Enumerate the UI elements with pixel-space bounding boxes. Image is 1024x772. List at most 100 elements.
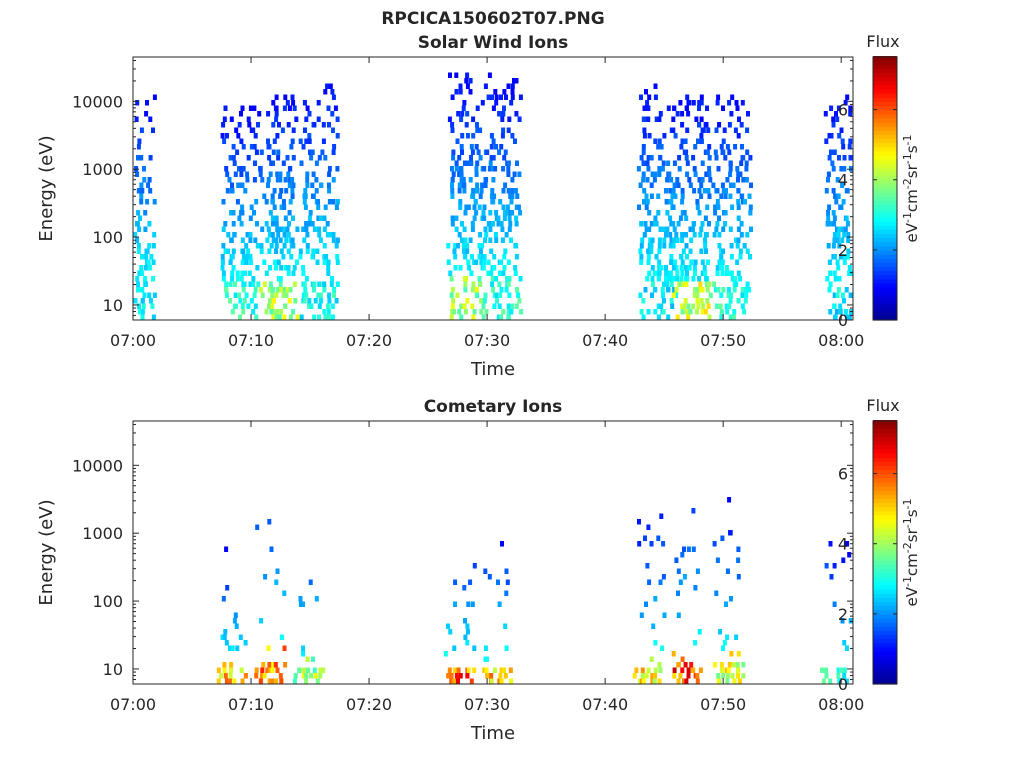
heatmap-cell — [689, 662, 694, 668]
heatmap-cell — [493, 232, 498, 238]
heatmap-cell — [255, 243, 260, 249]
heatmap-cell — [298, 138, 303, 144]
heatmap-cell — [680, 656, 685, 662]
heatmap-cell — [304, 673, 309, 679]
heatmap-cell — [317, 303, 322, 309]
heatmap-cell — [318, 237, 323, 243]
heatmap-cell — [669, 254, 674, 260]
heatmap-cell — [450, 193, 455, 199]
heatmap-cell — [266, 144, 271, 150]
heatmap-cell — [827, 287, 832, 293]
colorbar-segment — [873, 514, 897, 520]
heatmap-cell — [223, 248, 228, 254]
heatmap-cell — [518, 210, 523, 216]
heatmap-cell — [681, 248, 686, 254]
colorbar-segment — [873, 457, 897, 462]
heatmap-cell — [243, 188, 248, 194]
heatmap-cell — [326, 265, 331, 271]
heatmap-cell — [735, 243, 740, 249]
heatmap-cell — [835, 259, 840, 265]
heatmap-cell — [654, 254, 659, 260]
heatmap-cell — [707, 221, 711, 227]
heatmap-cell — [140, 309, 145, 315]
heatmap-cell — [671, 127, 676, 133]
heatmap-cell — [331, 127, 335, 133]
heatmap-cell — [497, 149, 502, 155]
heatmap-cell — [845, 314, 850, 320]
heatmap-cell — [747, 193, 752, 199]
heatmap-cell — [824, 563, 829, 569]
heatmap-cell — [843, 226, 848, 232]
heatmap-cell — [734, 100, 739, 106]
heatmap-cell — [642, 133, 647, 139]
heatmap-cell — [649, 193, 654, 199]
heatmap-cell — [848, 618, 853, 624]
heatmap-cell — [653, 94, 658, 100]
heatmap-cell — [229, 662, 234, 668]
heatmap-cell — [145, 100, 149, 106]
heatmap-cell — [489, 155, 494, 161]
heatmap-cell — [314, 188, 319, 194]
heatmap-cell — [291, 100, 296, 106]
heatmap-cell — [728, 171, 733, 177]
heatmap-cell — [727, 100, 732, 106]
heatmap-cell — [143, 210, 148, 216]
heatmap-cell — [302, 199, 307, 205]
heatmap-cell — [503, 182, 508, 188]
heatmap-cell — [736, 226, 741, 232]
y-tick-label: 100 — [92, 592, 123, 611]
heatmap-cell — [146, 259, 151, 265]
heatmap-cell — [826, 171, 831, 177]
heatmap-cell — [151, 276, 156, 282]
heatmap-cell — [708, 177, 713, 183]
heatmap-cell — [287, 177, 292, 183]
heatmap-cell — [509, 237, 513, 243]
heatmap-cell — [514, 221, 519, 227]
heatmap-cell — [262, 259, 267, 265]
heatmap-cell — [295, 314, 300, 320]
heatmap-cell — [649, 541, 654, 547]
heatmap-cell — [732, 678, 737, 684]
heatmap-cell — [824, 138, 829, 144]
heatmap-cell — [290, 138, 295, 144]
heatmap-cell — [139, 127, 144, 133]
heatmap-cell — [739, 122, 744, 128]
heatmap-cell — [450, 215, 455, 221]
heatmap-cell — [145, 199, 150, 205]
heatmap-cell — [724, 667, 729, 673]
heatmap-cell — [478, 281, 483, 287]
heatmap-cell — [274, 215, 279, 221]
heatmap-cell — [656, 535, 661, 541]
heatmap-cell — [721, 138, 726, 144]
heatmap-cell — [279, 204, 284, 210]
x-axis-label: Time — [470, 359, 515, 380]
colorbar-tick-label: 6 — [838, 101, 848, 120]
colorbar-segment — [873, 221, 897, 226]
heatmap-cell — [299, 314, 304, 320]
heatmap-cell — [491, 287, 496, 293]
heatmap-cell — [829, 149, 833, 155]
colorbar-segment — [873, 655, 897, 660]
heatmap-cell — [842, 155, 847, 161]
heatmap-cell — [472, 309, 477, 315]
heatmap-cell — [658, 111, 663, 117]
heatmap-cell — [838, 303, 843, 309]
heatmap-cell — [274, 237, 278, 243]
heatmap-cell — [639, 243, 644, 249]
heatmap-cell — [513, 188, 518, 194]
heatmap-cell — [744, 160, 749, 166]
colorbar-segment — [873, 465, 897, 471]
colorbar-segment — [873, 498, 897, 504]
heatmap-cell — [841, 144, 846, 150]
colorbar-segment — [873, 424, 897, 429]
heatmap-cell — [650, 265, 655, 271]
heatmap-cell — [147, 177, 152, 183]
heatmap-cell — [301, 292, 306, 298]
heatmap-cell — [286, 248, 291, 254]
heatmap-cell — [252, 177, 257, 183]
heatmap-cell — [463, 634, 468, 640]
heatmap-cell — [842, 232, 847, 238]
heatmap-cell — [450, 94, 455, 100]
heatmap-cell — [241, 287, 246, 293]
heatmap-cell — [278, 276, 283, 282]
